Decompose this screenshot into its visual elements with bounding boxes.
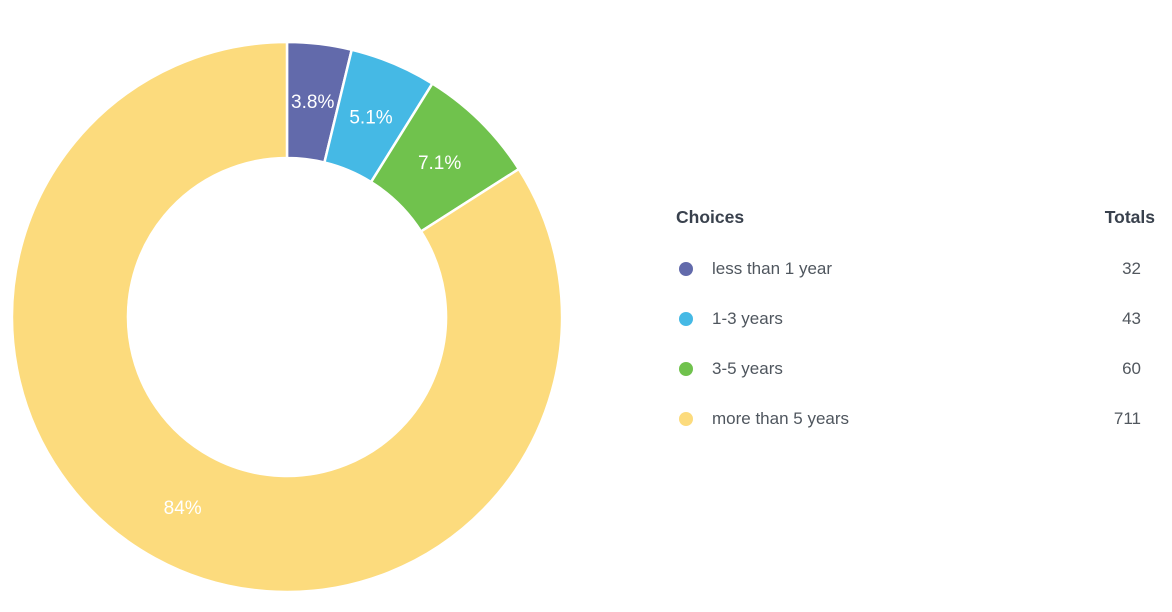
legend-color-dot-icon	[679, 362, 693, 376]
legend-header-choices: Choices	[676, 206, 745, 227]
legend-color-dot-icon	[679, 312, 693, 326]
donut-chart-svg: 3.8% 5.1% 7.1% 84%	[10, 40, 564, 594]
legend-row-total: 60	[1122, 359, 1141, 378]
legend-row-total: 43	[1122, 309, 1141, 328]
legend-row-total: 711	[1113, 409, 1141, 428]
legend-rows: less than 1 year 32 1-3 years 43 3-5 yea…	[676, 244, 1155, 444]
legend-row-total: 32	[1122, 259, 1141, 278]
legend-row-label: more than 5 years	[712, 409, 850, 428]
legend-row-more-than-5-years: more than 5 years 711	[676, 394, 1155, 444]
slice-percent-label: 7.1%	[418, 153, 461, 174]
legend-row-label: 1-3 years	[712, 309, 783, 328]
donut-chart: 3.8% 5.1% 7.1% 84%	[10, 40, 564, 594]
legend-row-less-than-1-year: less than 1 year 32	[676, 244, 1155, 294]
legend-row-label: less than 1 year	[712, 259, 833, 278]
legend-color-dot-icon	[679, 262, 693, 276]
legend-header-totals: Totals	[1104, 206, 1155, 227]
donut-slice-more-than-5-years[interactable]	[10, 40, 564, 594]
legend-table: Choices Totals less than 1 year 32 1-3 y…	[676, 204, 1155, 444]
legend-row-1-3-years: 1-3 years 43	[676, 294, 1155, 344]
legend-header: Choices Totals	[676, 204, 1155, 230]
legend-row-label: 3-5 years	[712, 359, 783, 378]
legend-color-dot-icon	[679, 412, 693, 426]
slice-percent-label: 5.1%	[349, 107, 392, 128]
slice-percent-label: 84%	[164, 498, 202, 519]
slice-percent-label: 3.8%	[291, 92, 334, 113]
legend-row-3-5-years: 3-5 years 60	[676, 344, 1155, 394]
